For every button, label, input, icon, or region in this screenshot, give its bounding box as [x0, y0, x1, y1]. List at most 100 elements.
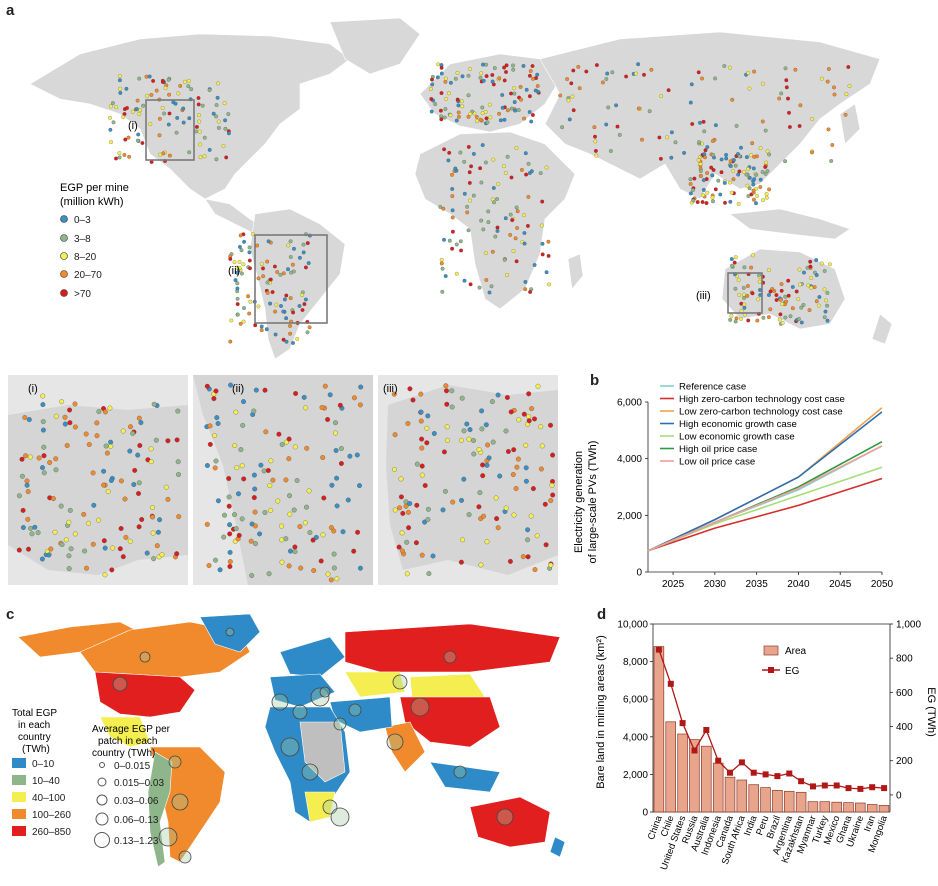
- inset-mine-dot: [204, 463, 210, 468]
- inset-mine-dot: [118, 526, 124, 531]
- mine-dot: [825, 290, 830, 295]
- mine-dot: [737, 169, 742, 174]
- mine-dot: [175, 115, 180, 120]
- mine-dot: [509, 91, 513, 96]
- inset-mine-dot: [422, 483, 428, 488]
- inset-mine-dot: [331, 528, 337, 534]
- inset-mine-dot: [53, 467, 59, 473]
- mine-dot: [171, 100, 176, 105]
- bar-kazakhstan: [795, 791, 807, 813]
- mine-dot: [491, 186, 496, 190]
- inset-mine-dot: [538, 424, 544, 430]
- mine-dot: [297, 304, 302, 308]
- mine-dot: [749, 265, 754, 270]
- mine-dot: [239, 248, 244, 253]
- legend-c2-title-1: patch in each: [98, 736, 158, 747]
- inset-mine-dot: [526, 414, 532, 419]
- mine-dot: [232, 260, 237, 265]
- inset-mine-dot: [294, 478, 300, 483]
- inset-mine-dot: [523, 465, 529, 471]
- mine-dot: [265, 290, 270, 295]
- inset-mine-dot: [212, 465, 218, 471]
- mine-dot: [300, 308, 305, 312]
- mine-dot: [264, 327, 269, 332]
- inset-mine-dot: [40, 419, 46, 425]
- inset-mine-dot: [399, 548, 405, 554]
- mine-dot: [711, 199, 715, 204]
- mine-dot: [108, 115, 112, 120]
- line-legend-label: Low economic growth case: [679, 432, 795, 443]
- mine-dot: [783, 294, 788, 299]
- mine-dot: [600, 80, 605, 85]
- mine-dot: [825, 79, 830, 84]
- inset-mine-dot: [513, 486, 519, 491]
- mine-dot: [691, 188, 695, 192]
- mine-dot: [752, 69, 757, 74]
- mine-dot: [786, 96, 790, 101]
- mine-dot: [745, 293, 750, 298]
- inset-mine-dot: [102, 409, 108, 415]
- legend-c2-circle-4: [94, 832, 110, 848]
- inset-mine-dot: [459, 497, 464, 503]
- bar-chart-y-tick-label: 4,000: [623, 732, 648, 743]
- inset-mine-dot: [292, 549, 298, 555]
- inset-label-i: (i): [128, 120, 138, 132]
- inset-mine-dot: [241, 476, 247, 482]
- mine-dot: [495, 225, 500, 230]
- inset-mine-dot: [338, 446, 344, 451]
- mine-dot: [166, 77, 171, 82]
- mine-dot: [822, 287, 827, 292]
- mine-dot: [450, 215, 455, 220]
- mine-dot: [278, 272, 283, 277]
- inset-mine-dot: [392, 467, 397, 472]
- inset-mine-dot: [328, 525, 334, 531]
- mine-dot: [270, 290, 275, 295]
- mine-dot: [784, 78, 789, 83]
- mine-dot: [511, 67, 516, 72]
- mine-dot: [261, 274, 266, 279]
- inset-mine-dot: [400, 510, 406, 516]
- inset-mine-dot: [418, 409, 424, 415]
- mine-dot: [157, 133, 162, 138]
- mine-dot: [513, 108, 518, 113]
- inset-mine-dot: [333, 448, 339, 453]
- mine-dot: [816, 303, 821, 308]
- inset-ii-land: [193, 375, 373, 585]
- inset-mine-dot: [431, 431, 437, 436]
- mine-dot: [305, 241, 310, 246]
- legend-c-title-0: Total EGP: [12, 708, 57, 719]
- mine-dot: [274, 302, 279, 307]
- mine-dot: [700, 200, 705, 204]
- inset-mine-dot: [532, 416, 537, 422]
- mine-dot: [121, 115, 126, 119]
- mine-dot: [658, 156, 663, 161]
- mine-dot: [140, 141, 145, 145]
- inset-mine-dot: [204, 383, 210, 389]
- mine-dot: [758, 177, 763, 182]
- inset-mine-dot: [159, 552, 165, 558]
- inset-mine-dot: [215, 498, 221, 504]
- mine-dot: [742, 265, 747, 270]
- inset-mine-dot: [122, 496, 128, 502]
- mine-dot: [443, 76, 448, 81]
- inset-mine-dot: [484, 462, 490, 468]
- mine-dot: [174, 130, 179, 135]
- mine-dot: [265, 280, 270, 285]
- mine-dot: [509, 175, 514, 180]
- legend-c2-title-0: Average EGP per: [92, 724, 171, 735]
- legend-c-label-2: 40–100: [32, 793, 66, 804]
- mine-dot: [478, 166, 483, 171]
- mine-dot: [481, 62, 485, 67]
- line-chart-ylabel-1: Electricity generation: [573, 451, 585, 553]
- inset-mine-dot: [329, 482, 335, 488]
- mine-dot: [459, 248, 464, 253]
- inset-mine-dot: [425, 413, 431, 419]
- inset-mine-dot: [404, 571, 410, 577]
- inset-mine-dot: [461, 428, 467, 434]
- eg-marker: [786, 770, 793, 777]
- line-legend-label: Low zero-carbon technology cost case: [679, 407, 843, 418]
- inset-mine-dot: [467, 427, 473, 433]
- mine-dot: [448, 80, 453, 85]
- mine-dot: [733, 286, 738, 291]
- inset-mine-dot: [548, 422, 553, 428]
